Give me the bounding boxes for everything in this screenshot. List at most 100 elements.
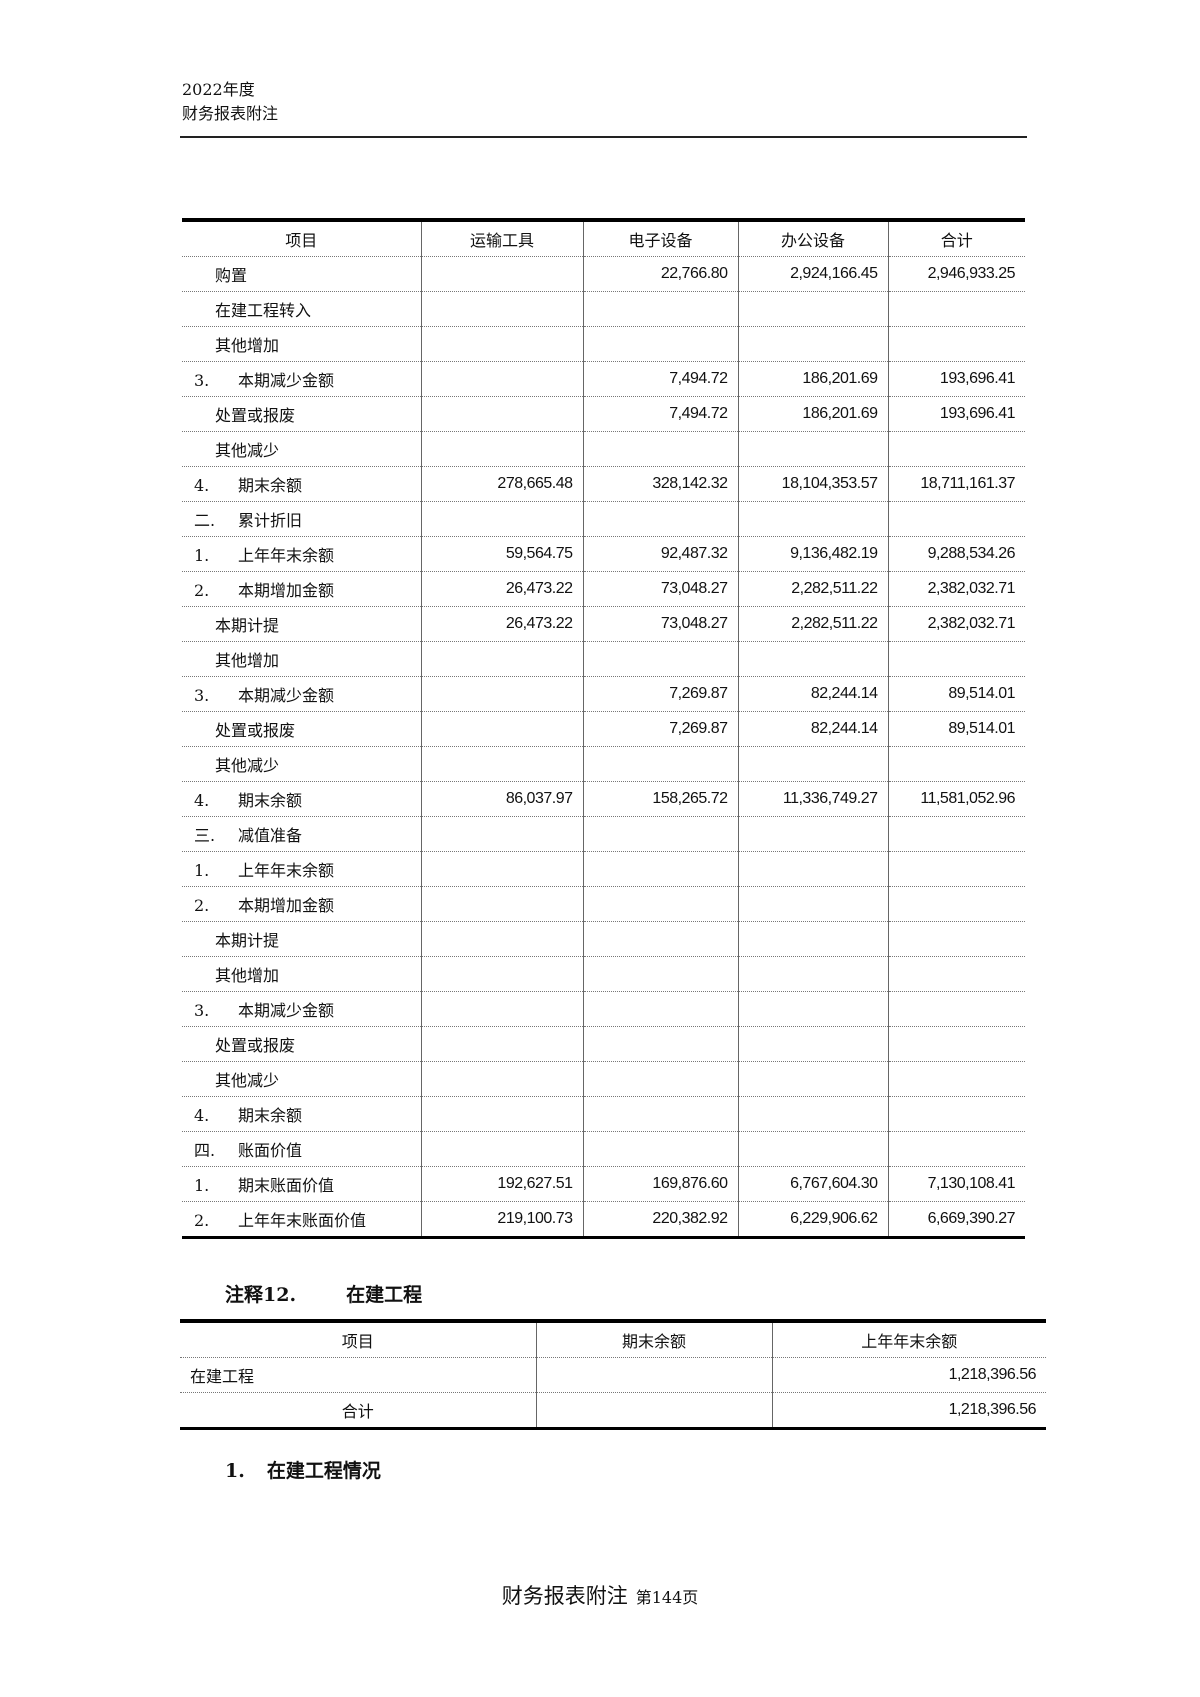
value-cell: 26,473.22 (420, 606, 583, 642)
value-cell (582, 326, 738, 362)
row-label-cell: 其他增加 (182, 326, 421, 362)
value-cell: 2,946,933.25 (887, 256, 1025, 292)
value-cell (582, 1131, 738, 1167)
table-header-row: 项目 期末余额 上年年末余额 (180, 1321, 1046, 1358)
value-cell (420, 921, 583, 957)
value-cell: 26,473.22 (420, 571, 583, 607)
row-label: 处置或报废 (215, 1036, 296, 1055)
value-cell (887, 956, 1025, 992)
value-cell: 9,288,534.26 (887, 536, 1025, 572)
column-header: 期末余额 (535, 1321, 772, 1358)
value-cell: 1,218,396.56 (771, 1357, 1046, 1393)
value-cell (582, 816, 738, 852)
note-heading: 注释12. 在建工程 (225, 1280, 472, 1307)
value-cell (420, 1026, 583, 1062)
table-row: 本期计提 (182, 921, 1025, 957)
value-cell: 1,218,396.56 (771, 1392, 1046, 1429)
value-cell (535, 1392, 772, 1429)
table-row: 处置或报废 7,494.72 186,201.69 193,696.41 (182, 396, 1025, 432)
subsection-heading: 1. 在建工程情况 (225, 1456, 381, 1483)
table-header-row: 项目 运输工具 电子设备 办公设备 合计 (182, 220, 1025, 257)
value-cell (582, 991, 738, 1027)
value-cell (737, 501, 888, 537)
row-label: 本期减少金额 (238, 1001, 335, 1020)
row-label: 合计 (341, 1402, 374, 1421)
page-footer: 财务报表附注 第144页 (0, 1580, 1200, 1610)
row-number: 2. (194, 1211, 210, 1230)
table-row: 2. 本期增加金额 26,473.22 73,048.27 2,282,511.22 2,… (182, 571, 1025, 607)
row-label: 本期计提 (215, 931, 280, 950)
table-row: 其他减少 (182, 746, 1025, 782)
table-row: 4. 期末余额 86,037.97 158,265.72 11,336,749.27 11… (182, 781, 1025, 817)
value-cell (737, 816, 888, 852)
value-cell: 7,494.72 (582, 361, 738, 397)
value-cell: 7,494.72 (582, 396, 738, 432)
value-cell: 6,229,906.62 (737, 1201, 888, 1238)
header-rule (180, 136, 1027, 138)
row-label: 在建工程转入 (215, 301, 312, 320)
header-title: 财务报表附注 (182, 104, 279, 123)
value-cell (420, 361, 583, 397)
row-number: 4. (194, 1106, 210, 1125)
value-cell (887, 291, 1025, 327)
value-cell (582, 1096, 738, 1132)
row-label-cell: 1. 期末账面价值 (182, 1166, 421, 1202)
row-number: 4. (194, 791, 210, 810)
row-label: 减值准备 (238, 826, 303, 845)
row-label: 期末账面价值 (238, 1176, 335, 1195)
table-row: 其他增加 (182, 326, 1025, 362)
value-cell (420, 396, 583, 432)
row-number: 3. (194, 371, 210, 390)
table-row: 1. 上年年末余额 59,564.75 92,487.32 9,136,482.19 9,… (182, 536, 1025, 572)
value-cell: 59,564.75 (420, 536, 583, 572)
table-row: 其他减少 (182, 431, 1025, 467)
column-header: 项目 (182, 220, 421, 257)
value-cell (887, 851, 1025, 887)
row-label: 其他增加 (215, 966, 280, 985)
value-cell (887, 746, 1025, 782)
row-label: 期末余额 (238, 791, 303, 810)
value-cell: 7,269.87 (582, 676, 738, 712)
value-cell (887, 1061, 1025, 1097)
row-label-cell: 二. 累计折旧 (182, 501, 421, 537)
subsection-number: 1. (225, 1460, 245, 1482)
value-cell: 6,767,604.30 (737, 1166, 888, 1202)
value-cell (420, 1061, 583, 1097)
column-header: 办公设备 (737, 220, 888, 257)
value-cell: 82,244.14 (737, 711, 888, 747)
row-label-cell: 1. 上年年末余额 (182, 851, 421, 887)
row-number: 1. (194, 1176, 210, 1195)
row-number: 2. (194, 581, 210, 600)
row-label-cell: 其他减少 (182, 1061, 421, 1097)
row-label: 期末余额 (238, 1106, 303, 1125)
table-row: 4. 期末余额 278,665.48 328,142.32 18,104,353.57 1… (182, 466, 1025, 502)
value-cell: 278,665.48 (420, 466, 583, 502)
row-label: 上年年末余额 (238, 861, 335, 880)
value-cell: 7,130,108.41 (887, 1166, 1025, 1202)
row-number: 1. (194, 546, 210, 565)
value-cell (887, 816, 1025, 852)
value-cell (887, 921, 1025, 957)
page-number: 第144页 (635, 1588, 699, 1607)
row-label-cell: 处置或报废 (182, 1026, 421, 1062)
row-label: 本期增加金额 (238, 896, 335, 915)
row-label-cell: 1. 上年年末余额 (182, 536, 421, 572)
footer-title: 财务报表附注 (501, 1584, 628, 1608)
value-cell (737, 851, 888, 887)
table-row: 3. 本期减少金额 7,494.72 186,201.69 193,696.41 (182, 361, 1025, 397)
value-cell: 2,282,511.22 (737, 606, 888, 642)
value-cell (887, 431, 1025, 467)
value-cell (582, 291, 738, 327)
column-header: 合计 (887, 220, 1025, 257)
value-cell (737, 1026, 888, 1062)
row-label-cell: 处置或报废 (182, 711, 421, 747)
row-label-cell: 其他增加 (182, 641, 421, 677)
row-label-cell: 其他减少 (182, 746, 421, 782)
row-number: 4. (194, 476, 210, 495)
value-cell: 186,201.69 (737, 396, 888, 432)
row-label-cell: 3. 本期减少金额 (182, 991, 421, 1027)
row-label-cell: 其他减少 (182, 431, 421, 467)
table-row: 三. 减值准备 (182, 816, 1025, 852)
value-cell (582, 1026, 738, 1062)
row-label-cell: 三. 减值准备 (182, 816, 421, 852)
